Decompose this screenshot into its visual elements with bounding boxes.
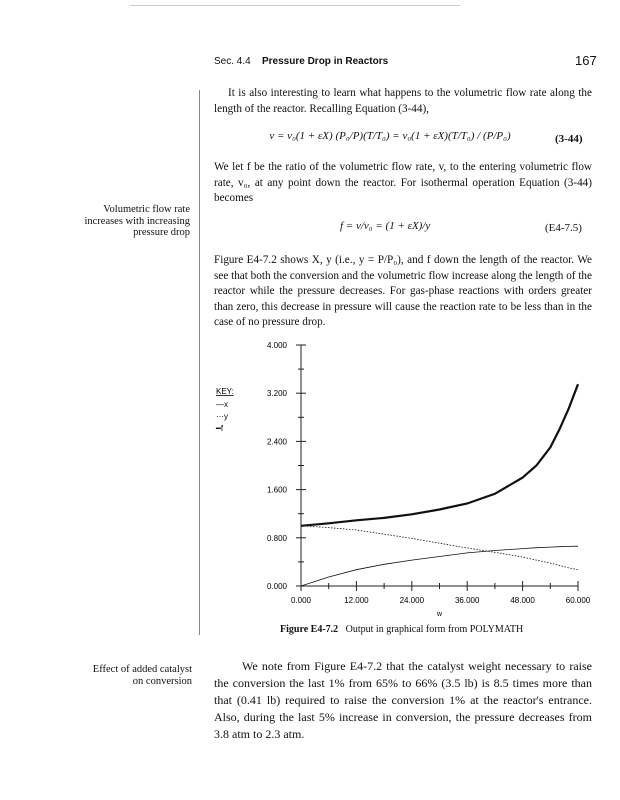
legend-entry: —x <box>216 400 228 409</box>
x-axis-label: w <box>436 611 443 618</box>
y-tick-label: 2.400 <box>267 437 288 446</box>
y-tick-label: 3.200 <box>267 389 288 398</box>
legend-entry: ━f <box>215 424 224 433</box>
section-number: Sec. 4.4 <box>214 56 251 67</box>
x-tick-label: 12.000 <box>344 596 369 605</box>
y-tick-label: 0.800 <box>267 534 288 543</box>
x-tick-label: 0.000 <box>291 596 312 605</box>
equation-3-44: v = v₀(1 + εX) (P₀/P)(T/T₀) = v₀(1 + εX)… <box>269 130 511 142</box>
caption-text: Output in graphical form from POLYMATH <box>345 624 524 635</box>
y-tick-label: 0.000 <box>267 582 288 591</box>
equation-e4-7-5: f = v/v₀ = (1 + εX)/y <box>340 220 431 232</box>
legend-entry: ···y <box>216 412 228 421</box>
margin-note-volumetric: Volumetric flow rate increases with incr… <box>84 204 190 238</box>
series-line-x <box>300 545 579 587</box>
polymath-chart: 0.000 0.800 1.600 2.400 3.200 4.000 0.000 12.00… <box>215 341 591 618</box>
top-rule <box>130 5 460 6</box>
paragraph-1: It is also interesting to learn what hap… <box>214 87 592 115</box>
legend-title: KEY: <box>216 387 234 396</box>
paragraph-4: We note from Figure E4-7.2 that the cata… <box>214 659 592 741</box>
y-tick-label: 1.600 <box>267 486 288 495</box>
x-tick-label: 36.000 <box>455 596 480 605</box>
y-tick-label: 4.000 <box>267 341 288 350</box>
paragraph-3: Figure E4-7.2 shows X, y (i.e., y = P/P₀… <box>214 254 592 328</box>
x-tick-label: 48.000 <box>510 596 535 605</box>
series-line-y <box>300 525 579 571</box>
page-number: 167 <box>575 53 597 68</box>
paragraph-2: We let f be the ratio of the volumetric … <box>214 161 592 204</box>
margin-note-catalyst: Effect of added catalyst on conversion <box>92 664 192 687</box>
equation-number: (E4-7.5) <box>545 222 582 234</box>
x-tick-label: 24.000 <box>400 596 425 605</box>
figure-caption: Figure E4-7.2 Output in graphical form f… <box>280 624 523 635</box>
margin-rule <box>199 90 200 635</box>
series-line-f <box>300 383 580 527</box>
caption-label: Figure E4-7.2 <box>280 624 339 635</box>
x-tick-label: 60.000 <box>566 596 591 605</box>
equation-number: (3-44) <box>555 133 583 145</box>
running-title: Pressure Drop in Reactors <box>262 56 389 67</box>
